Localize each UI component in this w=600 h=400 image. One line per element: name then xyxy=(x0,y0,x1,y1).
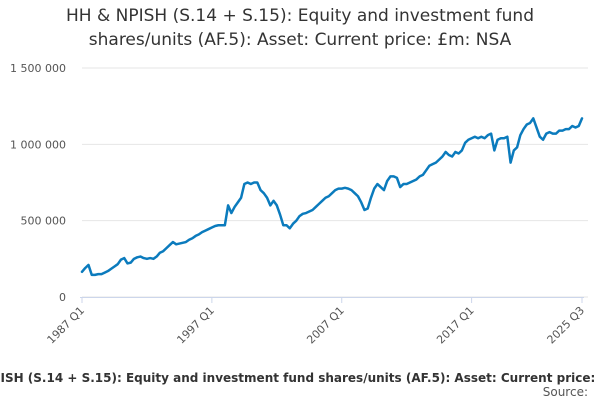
x-tick-label: 2017 Q1 xyxy=(434,304,477,347)
y-tick-label: 0 xyxy=(59,291,66,304)
chart-footer: HH & NPISH (S.14 + S.15): Equity and inv… xyxy=(0,371,600,385)
x-tick-label: 2007 Q1 xyxy=(304,304,347,347)
y-tick-label: 1 500 000 xyxy=(10,62,66,75)
chart-title: shares/units (AF.5): Asset: Current pric… xyxy=(89,30,512,50)
y-tick-label: 500 000 xyxy=(21,215,67,228)
x-tick-label: 2025 Q3 xyxy=(545,304,588,347)
x-tick-label: 1997 Q1 xyxy=(174,304,217,347)
x-tick-label: 1987 Q1 xyxy=(45,304,88,347)
chart-title: HH & NPISH (S.14 + S.15): Equity and inv… xyxy=(66,6,534,26)
series-line xyxy=(80,117,584,277)
y-tick-label: 1 000 000 xyxy=(10,138,66,151)
source: Source: xyxy=(543,385,588,399)
